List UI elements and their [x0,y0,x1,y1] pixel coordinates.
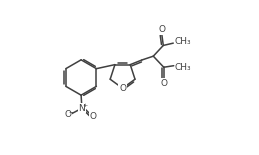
Text: O: O [90,112,97,121]
Text: +: + [83,103,88,108]
Text: O: O [119,84,126,93]
Text: O: O [160,79,167,88]
Text: O: O [64,110,71,119]
Text: −: − [68,109,74,114]
Text: CH₃: CH₃ [175,37,191,46]
Text: O: O [158,25,165,34]
Text: N: N [78,104,85,113]
Text: CH₃: CH₃ [175,63,192,72]
